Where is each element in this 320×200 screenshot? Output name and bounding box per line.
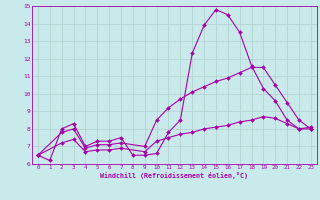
X-axis label: Windchill (Refroidissement éolien,°C): Windchill (Refroidissement éolien,°C) xyxy=(100,172,248,179)
